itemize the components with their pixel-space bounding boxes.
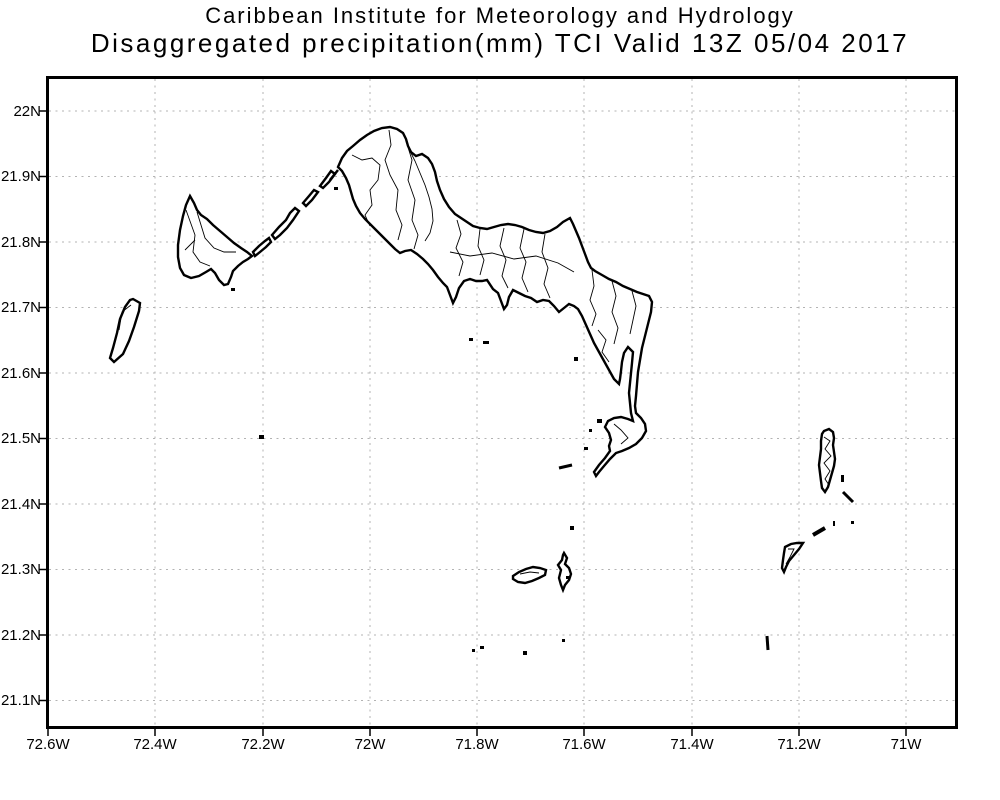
small-cay — [574, 357, 578, 361]
island-cay-chain-a — [251, 236, 273, 258]
page-title-line2: Disaggregated precipitation(mm) TCI Vali… — [90, 28, 910, 58]
small-cay — [833, 521, 835, 526]
small-cay — [472, 649, 475, 652]
small-cay — [841, 475, 844, 482]
small-cay — [597, 419, 602, 423]
district-boundary-line — [541, 233, 551, 299]
district-boundary-line — [519, 571, 540, 575]
district-boundary-line — [589, 269, 597, 327]
small-cay — [259, 435, 264, 439]
small-cay-streak — [765, 635, 770, 651]
district-boundary-line — [785, 548, 795, 565]
small-cay-streak — [329, 169, 339, 181]
district-boundary-line — [611, 280, 619, 345]
district-boundary-line — [629, 290, 637, 335]
island-parrot-cay — [318, 169, 337, 190]
small-cay — [851, 521, 854, 524]
small-cay — [480, 646, 484, 649]
small-cay — [469, 338, 473, 341]
district-boundary-line — [519, 228, 529, 293]
island-pine-cay — [270, 206, 301, 241]
small-cay — [523, 651, 527, 655]
small-cay — [562, 639, 565, 642]
island-providenciales — [176, 193, 254, 287]
district-boundary-line — [823, 436, 832, 486]
small-cay — [584, 447, 588, 450]
grid-lines — [47, 79, 955, 726]
small-cay-streak — [558, 463, 573, 470]
small-cay — [570, 526, 574, 530]
small-cay — [566, 576, 569, 579]
district-boundary-line — [499, 227, 509, 289]
district-boundary-line — [185, 209, 211, 267]
district-boundary-line — [449, 251, 575, 273]
district-boundary-line — [351, 154, 381, 227]
district-boundary-line — [613, 423, 629, 445]
islands-layer — [108, 125, 855, 655]
small-cay — [483, 341, 489, 344]
district-boundary-line — [408, 148, 434, 242]
district-boundary-line — [477, 228, 485, 276]
district-boundary-line — [405, 140, 419, 250]
header: Caribbean Institute for Meteorology and … — [0, 3, 1000, 57]
island-salt-cay — [780, 541, 806, 575]
island-cay-chain-c — [301, 188, 320, 208]
district-boundary-line — [384, 129, 403, 241]
page-title-line1: Caribbean Institute for Meteorology and … — [205, 3, 795, 28]
island-little-ambergris-cay — [556, 550, 573, 594]
island-caicos-main — [336, 125, 654, 479]
plot-border — [46, 76, 958, 729]
small-cay-streak — [811, 526, 827, 537]
small-cay — [334, 187, 338, 190]
district-boundary-line — [455, 219, 464, 277]
plot-frame — [39, 76, 958, 736]
small-cay-streak — [841, 490, 855, 504]
district-boundary-line — [597, 329, 610, 363]
island-big-ambergris-cay — [511, 565, 548, 585]
small-cay — [589, 429, 592, 432]
district-boundary-line — [184, 239, 196, 251]
district-boundary-line — [118, 304, 132, 331]
small-cay — [231, 288, 235, 291]
district-boundary-line — [196, 211, 236, 253]
island-west-caicos — [108, 297, 142, 364]
